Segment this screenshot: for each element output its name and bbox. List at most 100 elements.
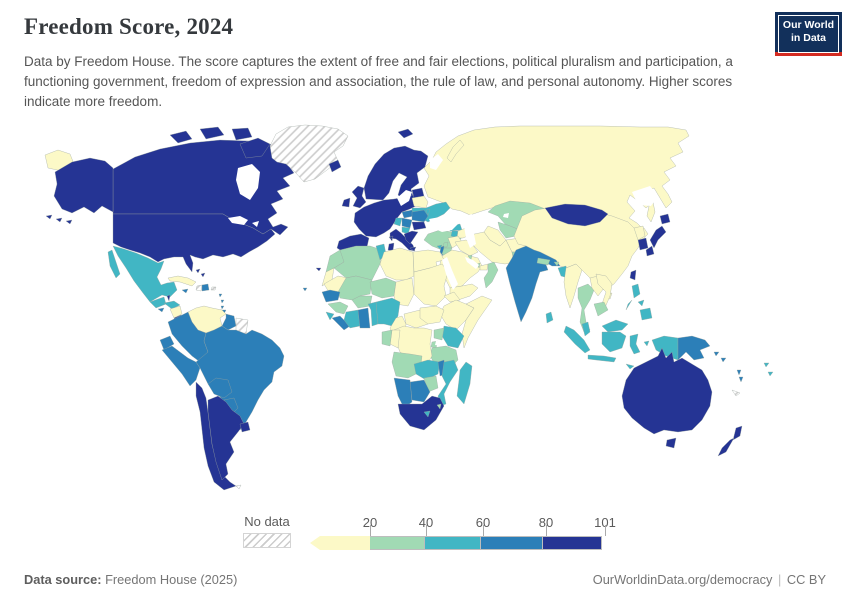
region-ecuador[interactable]: [159, 335, 175, 351]
region-mali[interactable]: [337, 275, 373, 301]
region-sudan[interactable]: [413, 263, 449, 307]
region-svalbard[interactable]: [397, 128, 414, 139]
region-vanuatu[interactable]: [736, 369, 744, 383]
license-link[interactable]: CC BY: [786, 572, 826, 587]
region-cuba[interactable]: [167, 275, 197, 287]
region-nicaragua[interactable]: [169, 305, 183, 319]
region-new-caledonia[interactable]: [731, 389, 741, 397]
region-crete[interactable]: [409, 246, 417, 252]
region-papua-new-guinea[interactable]: [677, 335, 711, 361]
region-romania[interactable]: [411, 209, 429, 223]
region-guatemala[interactable]: [149, 296, 167, 309]
region-togo-benin[interactable]: [367, 301, 379, 327]
region-lebanon[interactable]: [442, 241, 449, 248]
region-el-salvador[interactable]: [157, 307, 165, 313]
region-aleutian-islands[interactable]: [45, 214, 73, 225]
region-gabon[interactable]: [381, 329, 393, 347]
region-guinea[interactable]: [327, 301, 349, 315]
region-myanmar[interactable]: [563, 263, 583, 309]
region-south-korea[interactable]: [637, 237, 649, 251]
region-north-korea[interactable]: [633, 225, 646, 241]
region-mongolia[interactable]: [544, 203, 609, 227]
region-belarus[interactable]: [411, 195, 429, 209]
region-chad[interactable]: [393, 277, 415, 307]
region-malaysia[interactable]: [581, 319, 629, 337]
legend-bin-40-60[interactable]: [424, 536, 481, 550]
legend-bin-80-101[interactable]: [542, 536, 602, 550]
region-oman[interactable]: [483, 261, 499, 289]
region-zambia[interactable]: [413, 359, 441, 381]
region-argentina[interactable]: [207, 395, 245, 481]
region-puerto-rico[interactable]: [210, 286, 217, 291]
region-dominican-republic[interactable]: [201, 283, 210, 292]
legend-bin-0-20[interactable]: [310, 536, 370, 550]
region-ivory-coast[interactable]: [343, 309, 361, 329]
region-tasmania[interactable]: [665, 437, 677, 449]
owid-url-link[interactable]: OurWorldinData.org/democracy: [592, 572, 773, 587]
region-bhutan[interactable]: [553, 261, 560, 267]
region-mozambique[interactable]: [437, 359, 459, 407]
region-turkmenistan[interactable]: [483, 225, 507, 247]
region-eswatini[interactable]: [436, 403, 442, 410]
region-japan[interactable]: [645, 213, 671, 257]
region-sri-lanka[interactable]: [545, 311, 554, 324]
region-somalia[interactable]: [461, 295, 493, 349]
region-australia[interactable]: [621, 347, 713, 435]
region-canary-islands[interactable]: [315, 267, 322, 272]
region-kuwait[interactable]: [467, 254, 473, 261]
region-angola[interactable]: [391, 351, 423, 379]
region-alaska[interactable]: [53, 157, 114, 214]
region-moldova[interactable]: [425, 208, 431, 217]
region-jamaica[interactable]: [181, 288, 189, 294]
region-united-arab-emirates[interactable]: [479, 263, 489, 271]
region-senegal[interactable]: [321, 289, 341, 303]
region-philippines[interactable]: [625, 283, 653, 321]
region-lesser-antilles[interactable]: [218, 293, 225, 310]
region-dr-congo[interactable]: [393, 325, 433, 371]
region-new-zealand[interactable]: [717, 425, 743, 457]
region-india[interactable]: [505, 245, 561, 323]
region-south-sudan[interactable]: [419, 305, 445, 325]
region-bosnia[interactable]: [393, 217, 403, 227]
region-belize[interactable]: [166, 294, 171, 302]
region-madagascar[interactable]: [456, 361, 473, 405]
region-nepal[interactable]: [536, 257, 551, 266]
owid-logo[interactable]: Our World in Data: [775, 12, 842, 56]
region-taiwan[interactable]: [629, 269, 637, 281]
region-south-africa[interactable]: [397, 395, 445, 431]
region-ghana[interactable]: [357, 307, 371, 329]
region-fiji[interactable]: [763, 362, 774, 377]
region-iceland[interactable]: [328, 159, 342, 173]
map-regions[interactable]: [44, 124, 774, 491]
region-peru[interactable]: [161, 345, 201, 387]
region-libya[interactable]: [379, 247, 415, 281]
region-cape-verde[interactable]: [302, 287, 308, 292]
region-mexico[interactable]: [107, 245, 178, 303]
legend-no-data[interactable]: No data: [243, 514, 291, 548]
region-novaya-zemlya[interactable]: [446, 139, 465, 163]
region-niger[interactable]: [369, 277, 397, 299]
region-lesotho[interactable]: [423, 410, 431, 418]
legend-bin-20-40[interactable]: [369, 536, 425, 550]
region-ireland[interactable]: [341, 197, 351, 208]
region-falkland-islands[interactable]: [235, 484, 242, 490]
region-serbia[interactable]: [401, 217, 413, 229]
region-greece[interactable]: [403, 230, 419, 245]
legend-bin-60-80[interactable]: [480, 536, 543, 550]
region-greenland[interactable]: [269, 124, 349, 183]
region-uruguay[interactable]: [239, 421, 251, 433]
region-united-kingdom[interactable]: [351, 185, 367, 209]
region-uganda[interactable]: [433, 327, 445, 341]
region-bahamas[interactable]: [195, 268, 206, 278]
region-namibia[interactable]: [393, 377, 413, 409]
region-sierra-leone[interactable]: [325, 311, 335, 321]
region-haiti[interactable]: [195, 284, 203, 292]
region-eritrea[interactable]: [443, 291, 461, 303]
region-bulgaria[interactable]: [411, 221, 427, 231]
region-scandinavia[interactable]: [363, 145, 429, 201]
region-kenya[interactable]: [441, 325, 465, 349]
region-canadian-arctic-islands[interactable]: [169, 126, 271, 159]
region-chile[interactable]: [195, 381, 237, 491]
region-iraq[interactable]: [454, 239, 479, 257]
